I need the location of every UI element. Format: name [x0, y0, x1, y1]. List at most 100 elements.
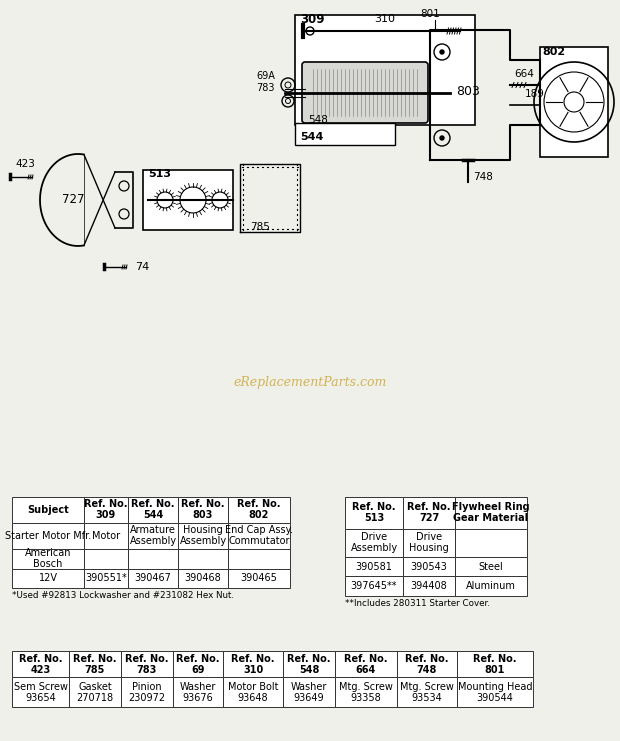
Bar — [173, 651, 223, 677]
Bar — [143, 170, 233, 230]
Text: 748: 748 — [473, 172, 493, 182]
Circle shape — [440, 50, 444, 54]
Text: 309: 309 — [300, 13, 324, 26]
Text: Ref. No.
801: Ref. No. 801 — [473, 654, 516, 675]
Bar — [403, 496, 455, 528]
Text: Mounting Head
390544: Mounting Head 390544 — [458, 682, 532, 702]
Text: 801: 801 — [420, 9, 440, 19]
Text: 802: 802 — [542, 47, 565, 57]
Text: Ref. No.
513: Ref. No. 513 — [352, 502, 396, 523]
Text: Mtg. Screw
93534: Mtg. Screw 93534 — [400, 682, 454, 702]
Text: 423: 423 — [15, 159, 35, 169]
Bar — [345, 528, 403, 556]
Text: Subject: Subject — [27, 505, 69, 515]
Bar — [178, 568, 228, 588]
Circle shape — [440, 136, 444, 140]
Text: Housing
Assembly: Housing Assembly — [179, 525, 226, 546]
Bar — [228, 522, 290, 548]
Text: 390581: 390581 — [355, 562, 392, 571]
Text: 544: 544 — [300, 132, 324, 142]
Text: Motor: Motor — [92, 531, 120, 541]
Text: 783: 783 — [257, 83, 275, 93]
Text: 390543: 390543 — [410, 562, 448, 571]
Text: Ref. No.
69: Ref. No. 69 — [176, 654, 219, 675]
Bar — [283, 677, 335, 707]
Bar — [12, 522, 84, 548]
Text: 189: 189 — [525, 89, 545, 99]
Bar — [295, 15, 475, 125]
Text: 664: 664 — [514, 69, 534, 79]
Bar — [403, 576, 455, 597]
Text: Pinion
230972: Pinion 230972 — [128, 682, 166, 702]
Text: 390465: 390465 — [241, 574, 277, 583]
Text: Ref. No.
802: Ref. No. 802 — [237, 499, 281, 520]
Bar — [345, 496, 403, 528]
Text: American
Bosch: American Bosch — [25, 548, 71, 569]
Text: Ref. No.
748: Ref. No. 748 — [405, 654, 449, 675]
Bar — [84, 522, 128, 548]
Text: Washer
93649: Washer 93649 — [291, 682, 327, 702]
Bar — [178, 522, 228, 548]
Text: Sem Screw
93654: Sem Screw 93654 — [14, 682, 68, 702]
Text: Drive
Housing: Drive Housing — [409, 532, 449, 554]
Text: End Cap Assy.
Commutator: End Cap Assy. Commutator — [225, 525, 293, 546]
Bar — [455, 496, 527, 528]
Text: Gasket
270718: Gasket 270718 — [76, 682, 113, 702]
Text: **Includes 280311 Starter Cover.: **Includes 280311 Starter Cover. — [345, 599, 490, 608]
Bar — [295, 123, 395, 145]
Bar — [84, 548, 128, 568]
Text: Armature
Assembly: Armature Assembly — [130, 525, 177, 546]
Bar — [345, 576, 403, 597]
Bar — [84, 568, 128, 588]
Text: Mtg. Screw
93358: Mtg. Screw 93358 — [339, 682, 393, 702]
Text: 513: 513 — [148, 169, 171, 179]
Text: Starter Motor Mfr.: Starter Motor Mfr. — [5, 531, 91, 541]
Text: *Used #92813 Lockwasher and #231082 Hex Nut.: *Used #92813 Lockwasher and #231082 Hex … — [12, 591, 234, 600]
Text: 394408: 394408 — [410, 582, 448, 591]
Text: 390467: 390467 — [135, 574, 172, 583]
Text: Flywheel Ring
Gear Material: Flywheel Ring Gear Material — [452, 502, 530, 523]
Bar — [335, 677, 397, 707]
Text: 390468: 390468 — [185, 574, 221, 583]
Bar — [69, 677, 121, 707]
Bar — [223, 677, 283, 707]
Bar — [128, 548, 178, 568]
Text: 12V: 12V — [38, 574, 58, 583]
Text: Drive
Assembly: Drive Assembly — [350, 532, 397, 554]
Text: Motor Bolt
93648: Motor Bolt 93648 — [228, 682, 278, 702]
Bar — [455, 556, 527, 576]
Bar — [121, 651, 173, 677]
Bar — [403, 556, 455, 576]
Bar — [455, 528, 527, 556]
Bar — [128, 522, 178, 548]
Bar — [178, 496, 228, 522]
Text: 803: 803 — [456, 85, 480, 98]
Bar — [397, 651, 457, 677]
Text: Steel: Steel — [479, 562, 503, 571]
Text: 74: 74 — [135, 262, 149, 272]
Bar — [12, 677, 69, 707]
Bar — [12, 548, 84, 568]
Bar — [128, 568, 178, 588]
Text: Ref. No.
544: Ref. No. 544 — [131, 499, 175, 520]
Bar — [397, 677, 457, 707]
Text: Ref. No.
727: Ref. No. 727 — [407, 502, 451, 523]
Bar — [403, 528, 455, 556]
Text: 310: 310 — [374, 14, 396, 24]
Bar — [228, 568, 290, 588]
Bar — [121, 677, 173, 707]
Bar — [457, 677, 533, 707]
Text: Ref. No.
664: Ref. No. 664 — [344, 654, 388, 675]
Text: Ref. No.
309: Ref. No. 309 — [84, 499, 128, 520]
Text: Ref. No.
423: Ref. No. 423 — [19, 654, 62, 675]
Bar — [457, 651, 533, 677]
Text: 727: 727 — [62, 193, 84, 207]
Bar — [84, 496, 128, 522]
Text: 785: 785 — [250, 222, 270, 232]
Bar — [128, 496, 178, 522]
Text: 69A: 69A — [256, 71, 275, 81]
Bar — [228, 548, 290, 568]
Bar — [455, 576, 527, 597]
Bar — [228, 496, 290, 522]
Bar — [540, 47, 608, 157]
